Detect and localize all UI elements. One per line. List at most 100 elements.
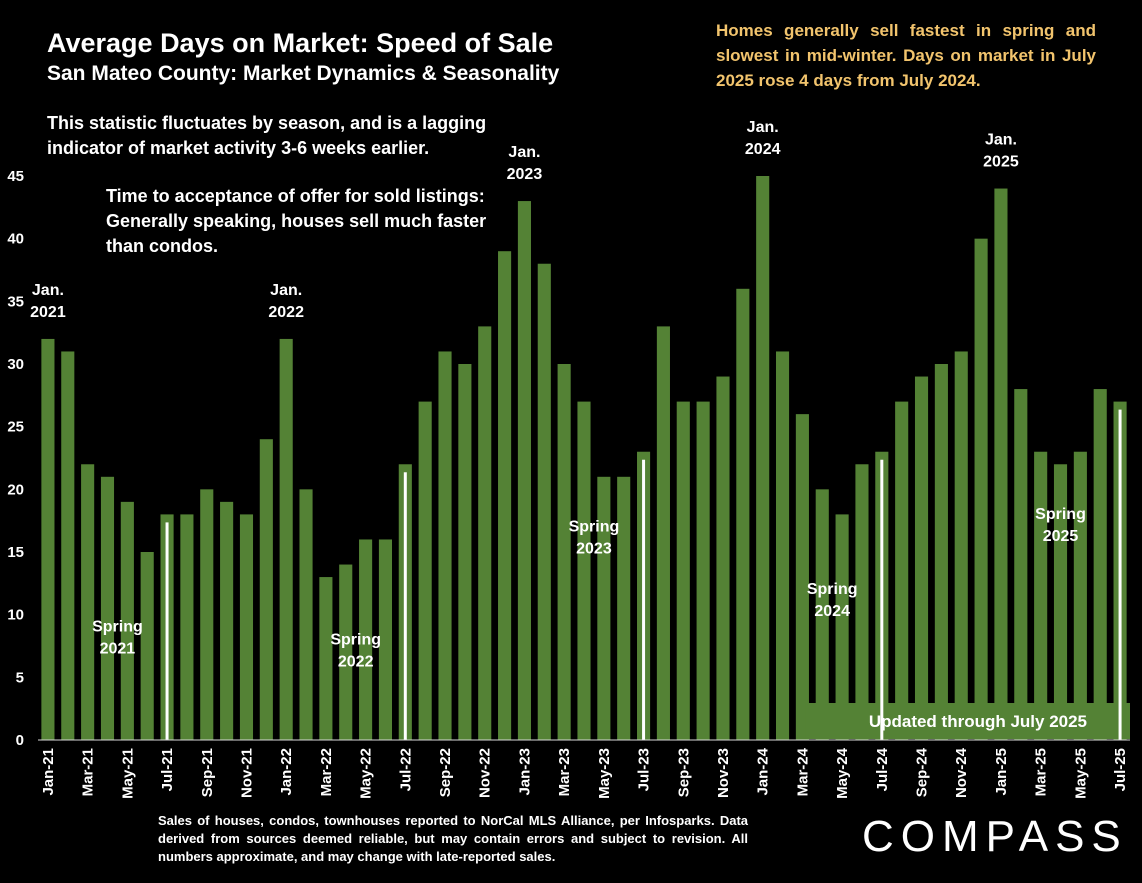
updated-banner-label: Updated through July 2025 [869, 712, 1087, 731]
lagging-indicator-note: This statistic fluctuates by season, and… [47, 113, 487, 158]
bar [895, 401, 909, 740]
y-tick-label: 45 [7, 168, 24, 185]
annotation-label: Spring 2021 [92, 619, 143, 658]
annotation-line: Spring [330, 631, 381, 648]
x-tick-label: Nov-23 [715, 748, 732, 798]
bar [1053, 464, 1068, 740]
bar [140, 552, 154, 740]
bar [41, 338, 55, 740]
annotation-label: Jan. 2022 [268, 282, 304, 321]
bar [676, 401, 690, 740]
bar [120, 501, 134, 740]
bar [934, 364, 948, 740]
x-tick-label: Jan-21 [40, 748, 57, 796]
x-tick-label: Nov-24 [953, 747, 970, 798]
x-tick-label: May-25 [1072, 748, 1089, 799]
annotation-line: 2023 [576, 540, 612, 557]
bar [180, 514, 194, 740]
x-tick-label: Jan-22 [278, 748, 295, 796]
y-tick-label: 20 [7, 481, 24, 498]
bar [61, 351, 75, 740]
y-tick-label: 30 [7, 356, 24, 373]
y-tick-label: 40 [7, 231, 24, 248]
y-tick-label: 35 [7, 293, 24, 310]
july-marker-line [403, 472, 407, 740]
annotation-line: Jan. [508, 144, 540, 161]
annotation-label: Jan. 2023 [507, 144, 543, 183]
x-tick-label: Mar-24 [794, 747, 811, 796]
annotation-label: Jan. 2021 [30, 282, 66, 321]
x-tick-label: Jul-24 [874, 747, 891, 791]
bar [656, 326, 670, 740]
bar [259, 439, 273, 740]
annotation-label: Spring 2022 [330, 631, 381, 670]
definition-note: Time to acceptance of offer for sold lis… [106, 186, 487, 256]
bar [577, 401, 591, 740]
bar [557, 364, 571, 740]
annotation-label: Jan. 2024 [745, 119, 781, 158]
bar [617, 476, 631, 740]
bar [795, 414, 809, 740]
x-tick-label: Nov-21 [238, 748, 255, 798]
annotation-line: Spring [92, 619, 143, 636]
bar [200, 489, 214, 740]
annotation-line: 2022 [338, 653, 374, 670]
bar [339, 564, 353, 740]
july-marker-line [880, 459, 884, 740]
bar [478, 326, 492, 740]
bar [736, 288, 750, 740]
bar [815, 489, 829, 740]
annotation-line: Jan. [747, 119, 779, 136]
x-tick-label: Jul-21 [159, 748, 176, 791]
bar [954, 351, 968, 740]
x-tick-label: Sep-23 [675, 748, 692, 797]
x-tick-label: Nov-22 [477, 748, 494, 798]
x-tick-label: May-21 [119, 748, 136, 799]
x-tick-label: Jul-23 [636, 748, 653, 791]
annotation-label: Spring 2024 [807, 581, 858, 620]
compass-logo: COMPASS [862, 812, 1128, 861]
bar [775, 351, 790, 740]
x-tick-label: Sep-21 [199, 748, 216, 797]
bar [319, 577, 333, 740]
bar [1073, 451, 1087, 740]
bar [855, 464, 869, 740]
annotation-line: 2025 [1043, 528, 1079, 545]
bar [81, 464, 95, 740]
bar [359, 539, 373, 740]
annotation-label: Spring 2025 [1035, 506, 1086, 545]
bar [279, 338, 293, 740]
bar [498, 251, 512, 740]
bar [835, 514, 849, 740]
chart-title: Average Days on Market: Speed of Sale [47, 28, 554, 58]
annotation-line: 2023 [507, 166, 543, 183]
source-footnote: Sales of houses, condos, townhouses repo… [158, 813, 748, 864]
annotation-line: Spring [807, 581, 858, 598]
annotation-line: 2021 [100, 641, 136, 658]
chart-subtitle: San Mateo County: Market Dynamics & Seas… [47, 62, 560, 85]
x-tick-label: May-24 [834, 747, 851, 799]
annotation-line: 2022 [268, 304, 304, 321]
bar [378, 539, 393, 740]
bar [1014, 389, 1028, 740]
annotation-line: Jan. [270, 282, 302, 299]
x-tick-label: Jul-25 [1112, 748, 1129, 791]
bar [1034, 451, 1048, 740]
bar [537, 263, 551, 740]
callout-text: Homes generally sell fastest in spring a… [716, 21, 1096, 90]
y-tick-label: 0 [16, 732, 24, 749]
bar [914, 376, 929, 740]
bar [716, 376, 730, 740]
x-tick-label: Mar-22 [318, 748, 335, 796]
annotation-label: Jan. 2025 [983, 132, 1019, 171]
annotation-line: 2024 [745, 141, 781, 158]
annotation-line: Jan. [32, 282, 64, 299]
july-marker-line [1118, 409, 1122, 740]
annotation-line: Spring [1035, 506, 1086, 523]
x-tick-label: Jan-23 [516, 748, 533, 796]
x-tick-label: Sep-24 [914, 747, 931, 797]
x-tick-label: May-22 [358, 748, 375, 799]
annotation-line: 2024 [814, 603, 850, 620]
updated-banner [805, 703, 1130, 739]
x-tick-label: Mar-25 [1033, 748, 1050, 796]
